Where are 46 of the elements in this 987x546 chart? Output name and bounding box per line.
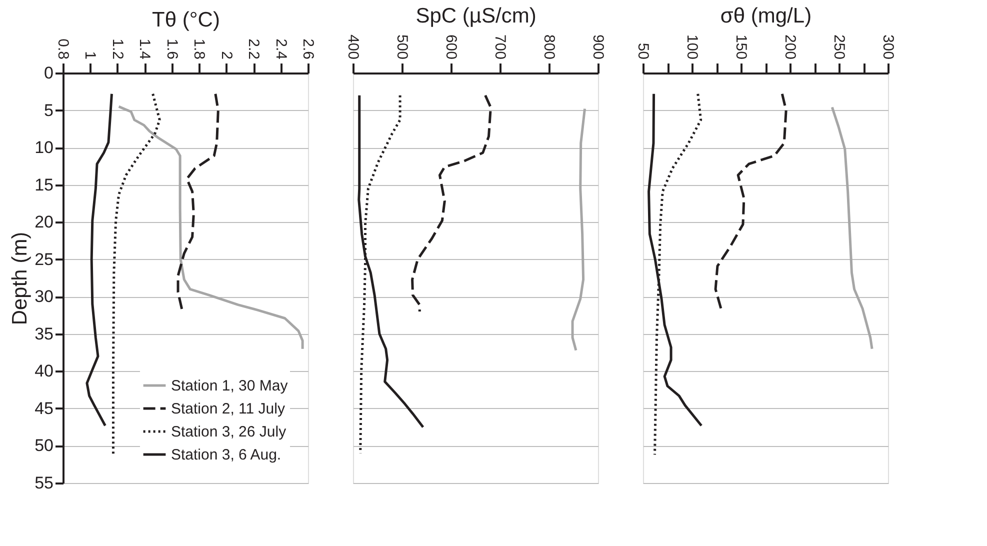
x-tick-label: 200 <box>782 34 798 60</box>
line-series <box>118 105 304 350</box>
y-tick-label: 40 <box>34 362 54 381</box>
y-tick-label: 35 <box>34 324 54 344</box>
x-tick-label: 800 <box>540 34 558 60</box>
y-tick-label: 10 <box>34 138 54 158</box>
x-tick-label: 2.6 <box>300 38 316 60</box>
x-tick-label: 2 <box>218 51 235 60</box>
line-series <box>112 92 161 456</box>
x-tick-label: 600 <box>442 34 460 60</box>
x-tick-label: 2.2 <box>245 38 262 60</box>
x-tick-label: 1.2 <box>108 38 126 60</box>
x-tick-label: 500 <box>394 34 410 60</box>
y-tick-label: 5 <box>44 100 54 120</box>
x-tick-label: 0.8 <box>54 38 72 60</box>
x-tick-label: 300 <box>880 34 896 60</box>
x-axis-title: σθ (mg/L) <box>720 4 812 28</box>
x-tick-label: 50 <box>634 42 652 60</box>
x-tick-label: 700 <box>492 34 508 60</box>
line-series <box>86 92 113 427</box>
legend-label: Station 1, 30 May <box>171 378 288 394</box>
y-tick-label: 25 <box>34 250 54 269</box>
y-tick-label: 45 <box>34 398 54 418</box>
y-tick-label: 30 <box>34 287 54 306</box>
line-series <box>176 92 220 312</box>
x-axis-title: Tθ (°C) <box>152 8 220 32</box>
x-tick-label: 900 <box>590 34 606 60</box>
x-tick-label: 100 <box>684 34 700 60</box>
x-tick-label: 1.8 <box>190 38 208 60</box>
x-tick-label: 400 <box>344 34 362 60</box>
y-tick-label: 15 <box>34 175 54 194</box>
legend-label: Station 3, 26 July <box>171 424 287 440</box>
x-tick-label: 2.4 <box>272 38 290 60</box>
y-tick-label: 0 <box>44 64 54 82</box>
x-tick-label: 150 <box>732 34 750 60</box>
x-tick-label: 1.4 <box>136 38 154 60</box>
legend-label: Station 2, 11 July <box>171 400 286 418</box>
legend-label: Station 3, 6 Aug. <box>171 446 282 464</box>
y-tick-label: 50 <box>34 436 54 456</box>
y-tick-label: 20 <box>34 212 54 232</box>
x-tick-label: 1.6 <box>163 38 180 60</box>
x-tick-label: 1 <box>82 51 99 60</box>
y-axis-title: Depth (m) <box>8 232 32 326</box>
y-tick-label: 55 <box>34 474 54 492</box>
x-axis-title: SpC (µS/cm) <box>416 4 536 28</box>
x-tick-label: 250 <box>830 34 848 60</box>
